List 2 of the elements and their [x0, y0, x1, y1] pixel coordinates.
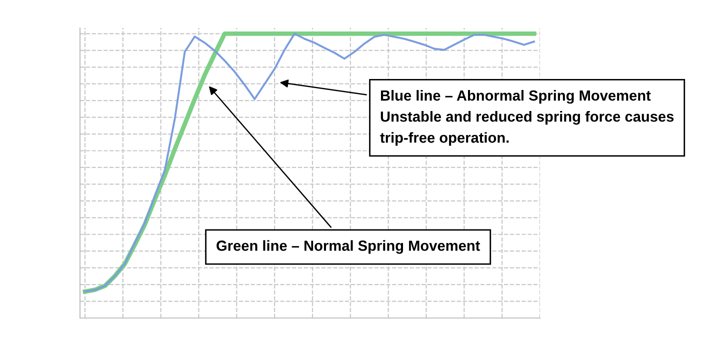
annotation: Blue line – Abnormal Spring Movement Unstable and reduced spring force causes trip-free operation.	[380, 90, 674, 146]
annotation: Green line – Normal Spring Movement	[216, 240, 480, 254]
